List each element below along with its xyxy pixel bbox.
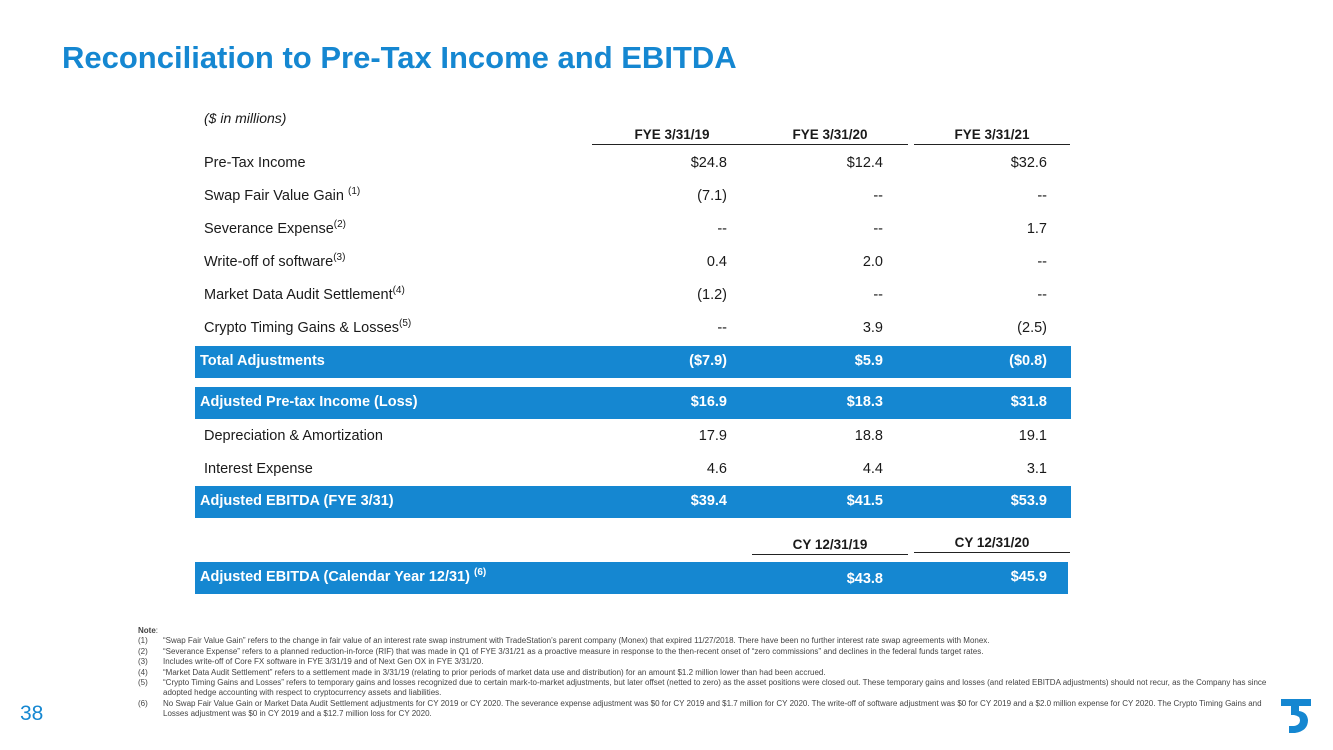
note-heading: Note: — [138, 626, 159, 635]
table-row-adjusted-ebitda: Adjusted EBITDA (FYE 3/31) $39.4 $41.5 $… — [195, 486, 1071, 518]
table-row-calendar-ebitda: Adjusted EBITDA (Calendar Year 12/31) (6… — [195, 562, 1068, 594]
cell-value: (7.1) — [697, 188, 727, 204]
cell-value: ($0.8) — [1009, 353, 1047, 369]
cell-value: 2.0 — [862, 254, 883, 270]
cell-value: ($7.9) — [689, 353, 727, 369]
cell-value: $18.3 — [846, 394, 883, 410]
cell-value: -- — [1037, 287, 1047, 303]
cell-value: (2.5) — [1017, 320, 1047, 336]
units-note: ($ in millions) — [204, 110, 287, 126]
cell-value: 0.4 — [706, 254, 727, 270]
cell-value: $53.9 — [1010, 493, 1047, 509]
cell-value: -- — [873, 188, 883, 204]
cell-value: -- — [873, 287, 883, 303]
cell-value: 18.8 — [854, 428, 883, 444]
table-row-pretax-income: Pre-Tax Income $24.8 $12.4 $32.6 — [195, 148, 1071, 180]
row-label: Adjusted Pre-tax Income (Loss) — [200, 394, 418, 410]
column-header-cy19: CY 12/31/19 — [752, 537, 908, 555]
footnote: (4) “Market Data Audit Settlement” refers… — [138, 667, 826, 677]
row-label: Depreciation & Amortization — [204, 428, 383, 444]
table-row-swap-fair-value: Swap Fair Value Gain (1) (7.1) -- -- — [195, 181, 1071, 213]
row-label: Severance Expense(2) — [204, 219, 347, 237]
cell-value: $45.9 — [1010, 569, 1047, 585]
row-label: Write-off of software(3) — [204, 252, 346, 270]
footnote: (1) “Swap Fair Value Gain” refers to the … — [138, 636, 990, 646]
cell-value: -- — [1037, 188, 1047, 204]
column-header-fye19: FYE 3/31/19 — [592, 127, 752, 145]
row-label: Pre-Tax Income — [204, 155, 306, 171]
cell-value: -- — [1037, 254, 1047, 270]
cell-value: $16.9 — [690, 394, 727, 410]
column-header-cy20: CY 12/31/20 — [914, 535, 1070, 553]
footnote: (3) Includes write-off of Core FX softwar… — [138, 657, 484, 667]
cell-value: 4.6 — [706, 461, 727, 477]
footnote: (5) “Crypto Timing Gains and Losses” refe… — [138, 678, 1267, 698]
cell-value: 17.9 — [698, 428, 727, 444]
tradestation-logo-icon — [1281, 699, 1311, 733]
cell-value: $39.4 — [690, 493, 727, 509]
row-label: Market Data Audit Settlement(4) — [204, 285, 405, 303]
cell-value: 1.7 — [1026, 221, 1047, 237]
cell-value: $24.8 — [690, 155, 727, 171]
cell-value: $5.9 — [854, 353, 883, 369]
footnote: (6) No Swap Fair Value Gain or Market Dat… — [138, 698, 1262, 719]
row-label: Crypto Timing Gains & Losses(5) — [204, 318, 412, 336]
cell-value: 3.9 — [862, 320, 883, 336]
table-row-severance: Severance Expense(2) -- -- 1.7 — [195, 214, 1071, 246]
table-row-market-data-audit: Market Data Audit Settlement(4) (1.2) --… — [195, 280, 1071, 312]
column-header-fye20: FYE 3/31/20 — [752, 127, 908, 145]
row-label: Adjusted EBITDA (FYE 3/31) — [200, 493, 394, 509]
page-number: 38 — [20, 702, 44, 725]
table-row-interest-expense: Interest Expense 4.6 4.4 3.1 — [195, 454, 1071, 486]
cell-value: 4.4 — [862, 461, 883, 477]
page-title: Reconciliation to Pre-Tax Income and EBI… — [62, 40, 737, 75]
cell-value: 3.1 — [1026, 461, 1047, 477]
cell-value: (1.2) — [697, 287, 727, 303]
row-label: Total Adjustments — [200, 353, 325, 369]
row-label: Interest Expense — [204, 461, 313, 477]
cell-value: -- — [717, 221, 727, 237]
cell-value: $41.5 — [846, 493, 883, 509]
row-label: Swap Fair Value Gain (1) — [204, 186, 361, 204]
table-row-software-writeoff: Write-off of software(3) 0.4 2.0 -- — [195, 247, 1071, 279]
cell-value: $12.4 — [846, 155, 883, 171]
cell-value: -- — [717, 320, 727, 336]
column-header-fye21: FYE 3/31/21 — [914, 127, 1070, 145]
cell-value: $31.8 — [1010, 394, 1047, 410]
cell-value: -- — [873, 221, 883, 237]
footnote: (2) “Severance Expense” refers to a plann… — [138, 646, 984, 656]
table-row-depreciation: Depreciation & Amortization 17.9 18.8 19… — [195, 421, 1071, 453]
row-label: Adjusted EBITDA (Calendar Year 12/31) (6… — [200, 567, 487, 585]
table-row-adjusted-pretax: Adjusted Pre-tax Income (Loss) $16.9 $18… — [195, 387, 1071, 419]
cell-value: $43.8 — [846, 571, 883, 587]
cell-value: $32.6 — [1010, 155, 1047, 171]
table-row-total-adjustments: Total Adjustments ($7.9) $5.9 ($0.8) — [195, 346, 1071, 378]
footnotes: Note: (1) “Swap Fair Value Gain” refers t… — [138, 626, 1268, 720]
table-row-crypto-timing: Crypto Timing Gains & Losses(5) -- 3.9 (… — [195, 313, 1071, 345]
cell-value: 19.1 — [1018, 428, 1047, 444]
